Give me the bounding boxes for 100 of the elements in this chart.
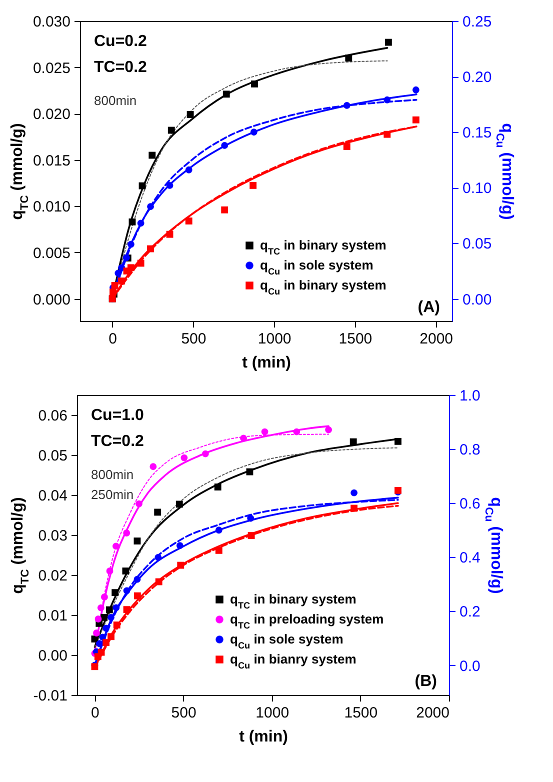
point xyxy=(102,624,110,632)
point xyxy=(345,54,352,62)
point xyxy=(94,616,102,622)
point xyxy=(114,270,122,277)
point xyxy=(108,633,114,640)
point xyxy=(108,614,114,621)
annotation: TC=0.2 xyxy=(91,433,144,450)
annotation: 800min xyxy=(91,467,134,482)
point xyxy=(248,532,255,540)
point xyxy=(128,218,136,226)
point xyxy=(106,606,113,614)
point xyxy=(246,468,254,476)
y2-tick-label: 0.00 xyxy=(462,291,492,308)
point xyxy=(186,111,194,118)
point xyxy=(136,500,142,508)
point xyxy=(148,152,156,159)
point xyxy=(250,182,257,189)
y2-tick-label: 0.25 xyxy=(462,14,492,30)
x-tick-label: 0 xyxy=(91,704,100,722)
y-tick-label: 0.05 xyxy=(38,448,68,464)
legend-label: q$_{TC}$ in binary system xyxy=(230,592,356,610)
point xyxy=(222,90,230,98)
y2-tick-label: 0.2 xyxy=(460,604,480,621)
y2-tick-label: 0.0 xyxy=(460,658,480,675)
y2-tick-label: 0.6 xyxy=(460,496,480,513)
y-tick-label: 0.01 xyxy=(38,608,68,624)
point xyxy=(166,230,174,238)
point xyxy=(350,504,358,512)
point xyxy=(177,562,184,569)
y-tick-label: 0.030 xyxy=(32,14,70,30)
point xyxy=(154,508,162,516)
point xyxy=(185,166,192,174)
point xyxy=(137,260,144,267)
point xyxy=(155,578,162,586)
point xyxy=(102,639,110,646)
point xyxy=(250,128,258,136)
x-tick-label: 1500 xyxy=(344,704,378,722)
point xyxy=(138,182,146,190)
point xyxy=(412,116,420,124)
y-tick-label: 0.020 xyxy=(32,106,70,124)
point xyxy=(97,604,104,612)
y-tick-label: -0.01 xyxy=(33,688,68,704)
point xyxy=(202,450,209,458)
point xyxy=(350,489,358,496)
point xyxy=(113,622,120,628)
x-axis-title: t (min) xyxy=(242,354,291,372)
point xyxy=(221,206,228,214)
point xyxy=(100,594,108,600)
point xyxy=(93,630,100,636)
point xyxy=(112,542,120,550)
point xyxy=(147,245,154,252)
point xyxy=(215,526,222,534)
point xyxy=(123,530,130,536)
y-tick-label: 0.06 xyxy=(38,408,68,424)
y2-tick-label: 0.15 xyxy=(462,124,492,142)
y-tick-label: 0.02 xyxy=(38,568,68,584)
point xyxy=(127,240,134,248)
legend-label: q$_{Cu}$ in sole system xyxy=(260,258,374,276)
y-tick-label: 0.04 xyxy=(38,488,68,504)
point xyxy=(137,220,144,227)
annotation: 800min xyxy=(94,93,137,108)
point xyxy=(214,484,222,490)
point xyxy=(112,604,120,612)
point xyxy=(251,80,258,88)
annotation: Cu=1.0 xyxy=(91,407,144,424)
point xyxy=(150,463,157,470)
point xyxy=(168,126,175,134)
point xyxy=(166,182,174,189)
point xyxy=(98,648,105,656)
point xyxy=(96,640,103,648)
y-tick-label: 0.000 xyxy=(32,291,70,308)
legend-label: q$_{Cu}$ in bianry system xyxy=(230,652,356,670)
point xyxy=(134,592,141,600)
point xyxy=(106,568,114,574)
x-tick-label: 500 xyxy=(171,704,196,722)
x-tick-label: 1000 xyxy=(258,330,292,348)
point xyxy=(293,428,300,436)
y-tick-label: 0.00 xyxy=(38,648,68,664)
y2-tick-label: 0.10 xyxy=(462,180,492,198)
x-tick-label: 1500 xyxy=(338,330,372,348)
annotation: (B) xyxy=(414,673,437,690)
x-tick-label: 2000 xyxy=(420,330,454,348)
point xyxy=(123,587,130,594)
x-tick-label: 1000 xyxy=(256,704,290,722)
y2-tick-label: 1.0 xyxy=(460,388,480,404)
point xyxy=(180,454,188,462)
legend-label: q$_{Cu}$ in binary system xyxy=(260,278,386,296)
annotation: 250min xyxy=(91,487,134,502)
x-tick-label: 0 xyxy=(108,330,118,348)
y2-tick-label: 0.4 xyxy=(460,550,480,567)
legend-label: q$_{TC}$ in preloading system xyxy=(230,612,384,630)
point xyxy=(123,606,130,614)
point xyxy=(247,514,254,522)
y2-tick-label: 0.8 xyxy=(460,442,480,459)
annotation: Cu=0.2 xyxy=(94,33,148,50)
point xyxy=(240,434,247,442)
point xyxy=(325,426,332,434)
point xyxy=(112,589,119,596)
point xyxy=(134,538,141,544)
y-tick-label: 0.015 xyxy=(32,152,70,170)
